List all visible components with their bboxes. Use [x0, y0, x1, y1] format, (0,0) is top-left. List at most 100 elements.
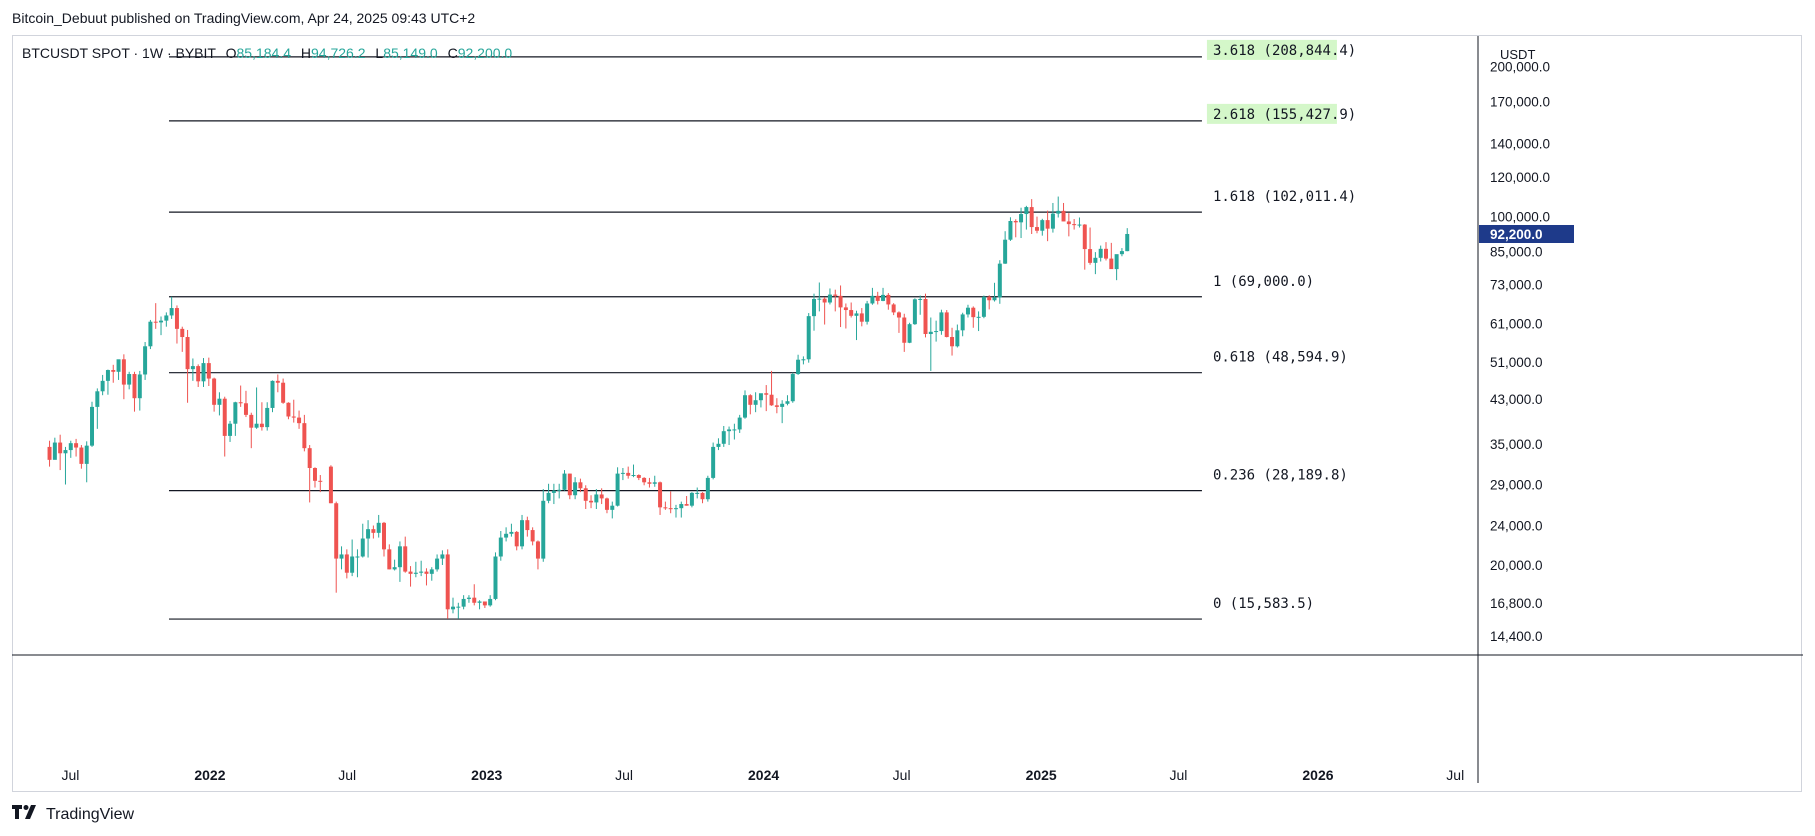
candle-body: [743, 395, 747, 418]
candle-body: [987, 296, 992, 301]
fib-label-highlight: [1206, 103, 1337, 124]
open-value: 85,184.4: [236, 45, 291, 61]
candle-body: [514, 531, 519, 547]
candle-body: [615, 473, 620, 506]
candle-body: [504, 533, 509, 538]
candle-body: [551, 490, 556, 493]
candle-body: [992, 297, 997, 301]
candle-body: [642, 477, 647, 483]
candle-body: [849, 310, 854, 316]
candle-body: [1061, 210, 1066, 222]
candle-body: [838, 295, 843, 308]
candle-body: [429, 569, 434, 574]
candle-body: [174, 308, 179, 329]
low-label: L: [375, 45, 384, 61]
candle-body: [780, 403, 785, 407]
candle-body: [950, 337, 955, 347]
candle-body: [137, 374, 142, 399]
candle-body: [1024, 207, 1029, 215]
y-tick-label: 100,000.0: [1490, 209, 1550, 224]
candle-body: [1029, 207, 1034, 228]
candle-body: [594, 494, 599, 503]
candle-body: [923, 298, 928, 335]
candle-body: [100, 380, 105, 392]
candle-body: [185, 337, 190, 370]
candle-body: [254, 423, 259, 428]
candle-body: [546, 492, 551, 501]
candle-body: [328, 466, 333, 504]
candle-body: [817, 298, 822, 300]
candle-body: [1072, 224, 1077, 226]
x-tick-label: 2024: [748, 767, 779, 783]
x-tick-label: Jul: [1446, 767, 1464, 783]
chart-frame[interactable]: [12, 35, 1802, 792]
candle-body: [52, 442, 57, 460]
y-tick-label: 170,000.0: [1490, 94, 1550, 109]
symbol-legend: BTCUSDT SPOT · 1W · BYBIT O85,184.4 H94,…: [22, 45, 512, 61]
x-tick-label: Jul: [615, 767, 633, 783]
candle-body: [610, 505, 615, 510]
candle-body: [318, 480, 323, 482]
candle-body: [371, 529, 376, 533]
candle-body: [1050, 213, 1055, 229]
candle-body: [573, 482, 578, 496]
tradingview-brand[interactable]: TradingView: [46, 805, 135, 823]
y-tick-label: 200,000.0: [1490, 59, 1550, 74]
candle-body: [928, 331, 933, 335]
candle-body: [79, 447, 84, 464]
candle-body: [907, 324, 912, 343]
candle-body: [843, 307, 848, 311]
low-value: 85,149.0: [383, 45, 438, 61]
candle-body: [312, 467, 317, 481]
candle-body: [509, 531, 514, 534]
candle-body: [525, 520, 530, 531]
candle-body: [488, 598, 493, 606]
candle-body: [695, 492, 700, 494]
candle-body: [737, 417, 742, 430]
candle-body: [180, 328, 185, 338]
candle-body: [764, 393, 769, 395]
candle-body: [944, 312, 949, 338]
high-label: H: [300, 45, 311, 61]
candle-body: [159, 320, 164, 323]
candle-body: [626, 472, 631, 476]
candle-body: [870, 295, 875, 304]
candle-body: [466, 597, 471, 599]
y-tick-label: 43,000.0: [1490, 392, 1543, 407]
candle-body: [711, 446, 716, 478]
candle-body: [297, 417, 302, 424]
candle-body: [435, 558, 440, 570]
candle-body: [164, 315, 169, 321]
candle-body: [111, 370, 116, 372]
candle-body: [705, 477, 710, 500]
candle-body: [647, 482, 652, 484]
candle-body: [960, 314, 965, 331]
candle-body: [668, 508, 673, 510]
candle-body: [663, 507, 668, 509]
y-tick-label: 120,000.0: [1490, 170, 1550, 185]
candle-body: [684, 504, 689, 506]
candle-body: [801, 359, 806, 361]
symbol-name[interactable]: BTCUSDT SPOT · 1W · BYBIT: [22, 45, 216, 61]
last-price-tag: [1479, 224, 1574, 243]
candle-body: [382, 522, 386, 550]
candle-body: [796, 359, 801, 375]
candle-body: [1088, 249, 1093, 263]
candle-body: [589, 500, 594, 503]
candle-body: [243, 403, 248, 415]
tradingview-logo-icon[interactable]: [12, 805, 40, 824]
fib-level-label: 1 (69,000.0): [1213, 274, 1314, 290]
fib-level-label: 0.618 (48,594.9): [1213, 350, 1348, 366]
candle-body: [620, 472, 625, 474]
candle-body: [196, 366, 201, 382]
candle-body: [562, 473, 567, 490]
candle-body: [217, 398, 222, 405]
candle-body: [408, 571, 413, 574]
candle-body: [228, 423, 233, 436]
candle-body: [902, 317, 907, 343]
candle-body: [68, 443, 73, 451]
x-tick-label: Jul: [1169, 767, 1187, 783]
candle-body: [881, 294, 886, 301]
candle-body: [748, 395, 753, 405]
